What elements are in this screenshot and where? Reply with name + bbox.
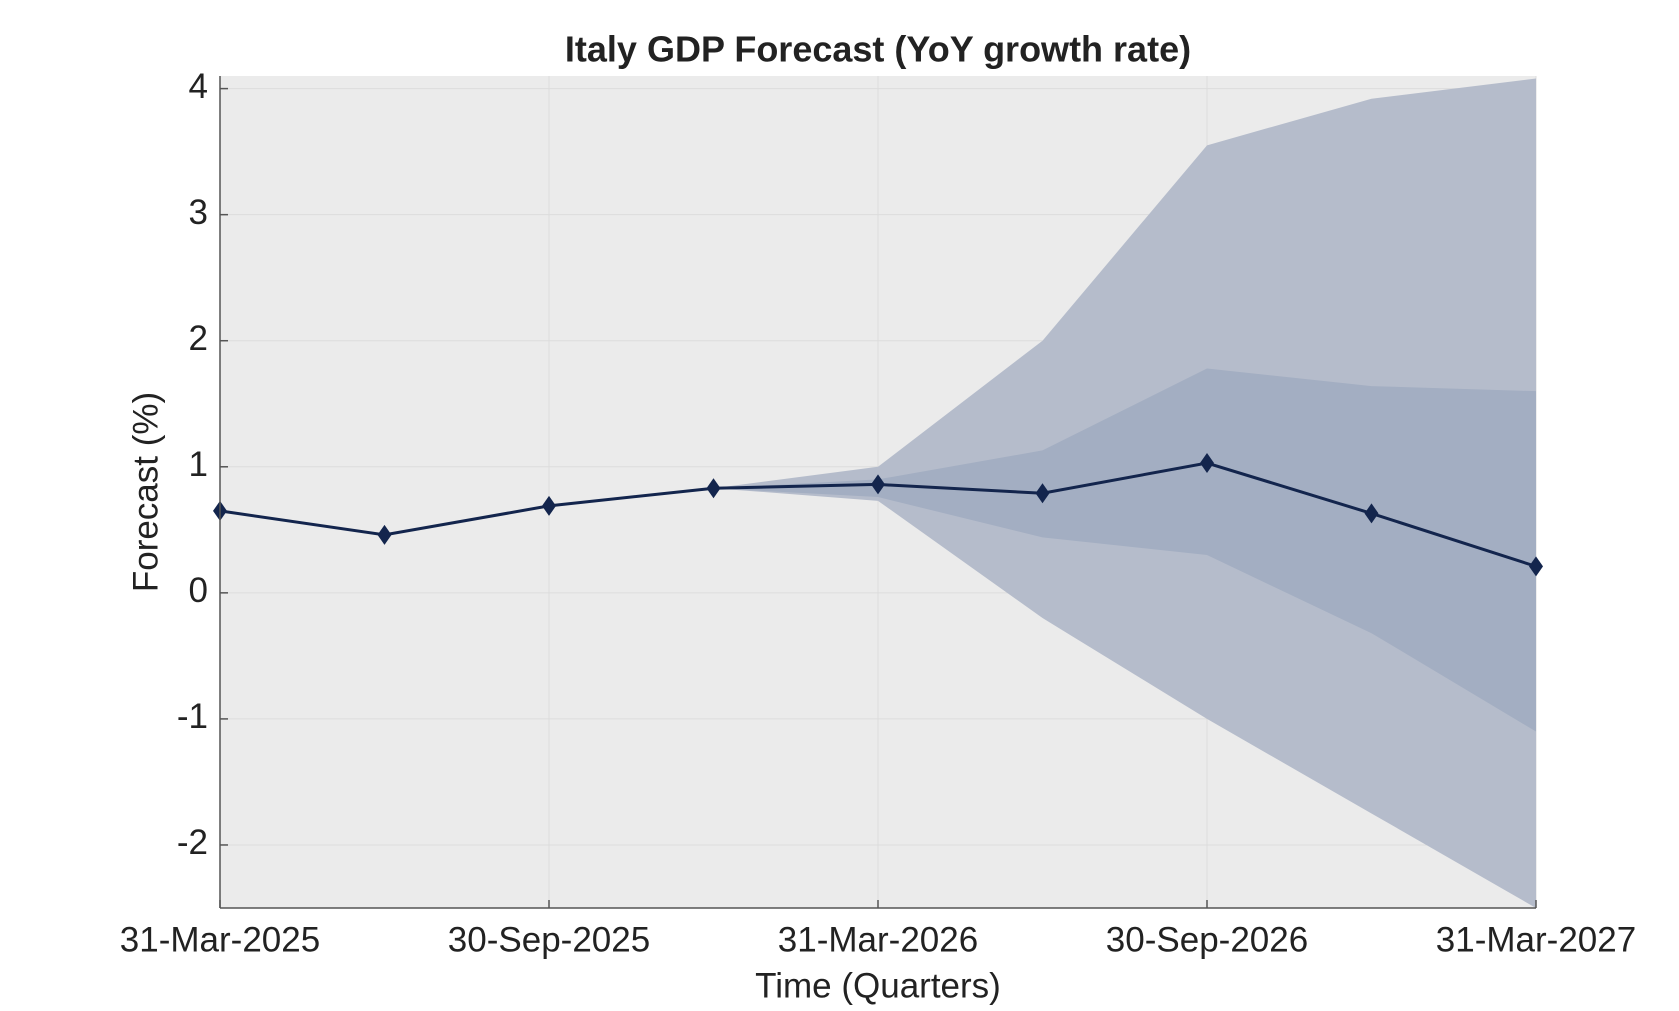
y-tick-label: -1 <box>177 697 208 736</box>
point-marker <box>1200 453 1214 474</box>
y-tick-label: 3 <box>189 193 208 232</box>
point-marker <box>1529 556 1543 577</box>
point-marker <box>706 478 721 499</box>
point-marker <box>1364 503 1379 524</box>
forecast-band <box>713 368 1536 732</box>
point-marker <box>871 474 885 495</box>
x-tick-label: 31-Mar-2027 <box>1436 920 1636 959</box>
point-marker <box>542 495 556 516</box>
x-tick-label: 30-Sep-2026 <box>1106 920 1308 959</box>
x-tick-label: 31-Mar-2026 <box>778 920 978 959</box>
y-axis-label: Forecast (%) <box>126 392 165 592</box>
point-marker <box>377 524 392 545</box>
y-tick-label: 0 <box>189 571 208 610</box>
y-tick-label: 2 <box>189 319 208 358</box>
point-marker <box>1035 483 1050 504</box>
x-tick-label: 30-Sep-2025 <box>448 920 650 959</box>
chart-title: Italy GDP Forecast (YoY growth rate) <box>565 29 1191 70</box>
band-layer <box>713 78 1536 908</box>
y-tick-label: 4 <box>189 67 208 106</box>
x-tick-label: 31-Mar-2025 <box>120 920 320 959</box>
axis-layer: -2 -1 0 1 2 3 4 31-Mar-2025 30-Sep-2025 31-Mar-20… <box>120 67 1636 959</box>
x-axis-label: Time (Quarters) <box>755 966 1001 1005</box>
y-tick-label: -2 <box>177 823 208 862</box>
y-tick-label: 1 <box>189 445 208 484</box>
